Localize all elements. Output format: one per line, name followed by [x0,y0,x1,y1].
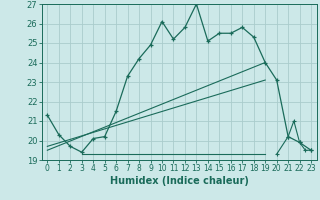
X-axis label: Humidex (Indice chaleur): Humidex (Indice chaleur) [110,176,249,186]
